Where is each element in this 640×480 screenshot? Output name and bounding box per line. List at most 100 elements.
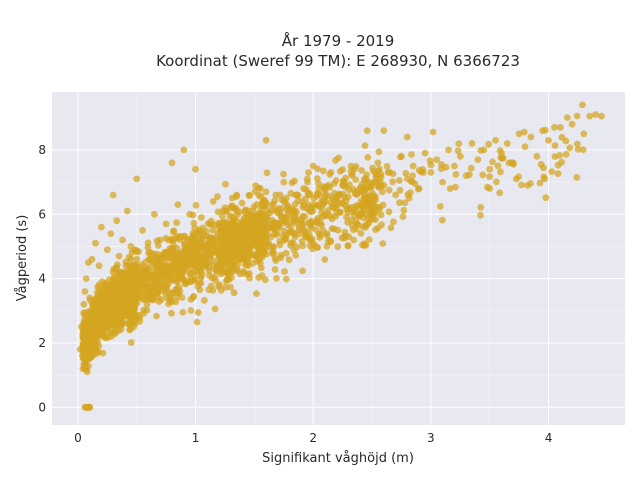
tick-labels: 0 1 2 3 4 0 2 4 6 8 xyxy=(38,143,552,445)
scatter-point xyxy=(119,236,126,244)
scatter-point xyxy=(574,146,582,153)
scatter-point xyxy=(153,312,160,320)
scatter-point xyxy=(79,352,86,360)
scatter-point xyxy=(227,262,235,270)
scatter-point xyxy=(280,178,288,186)
scatter-point xyxy=(213,262,221,270)
scatter-point xyxy=(262,214,270,221)
scatter-point xyxy=(390,218,397,226)
scatter-point xyxy=(287,222,294,230)
scatter-point xyxy=(170,236,178,244)
scatter-point xyxy=(125,284,133,292)
scatter-point xyxy=(262,188,270,196)
scatter-point xyxy=(172,255,180,262)
scatter-point xyxy=(439,178,446,186)
scatter-point xyxy=(496,189,504,197)
scatter-point xyxy=(324,237,332,245)
scatter-point xyxy=(203,239,211,247)
scatter-point xyxy=(131,282,139,290)
scatter-point xyxy=(120,280,128,288)
scatter-point xyxy=(81,288,89,295)
scatter-point xyxy=(262,136,270,144)
scatter-point xyxy=(368,179,376,187)
scatter-point xyxy=(83,317,91,324)
scatter-point xyxy=(313,244,321,251)
scatter-point xyxy=(214,193,221,201)
scatter-point xyxy=(231,257,239,265)
scatter-point xyxy=(230,214,238,222)
scatter-point xyxy=(139,226,147,234)
scatter-point xyxy=(288,179,296,187)
scatter-point xyxy=(268,223,276,231)
scatter-point xyxy=(152,264,159,271)
scatter-point xyxy=(127,255,135,263)
scatter-point xyxy=(109,294,117,301)
scatter-point xyxy=(350,236,357,244)
scatter-point xyxy=(437,203,444,210)
scatter-point xyxy=(101,279,109,287)
scatter-point xyxy=(333,194,341,202)
scatter-point xyxy=(368,206,376,214)
scatter-point xyxy=(108,333,115,340)
scatter-point xyxy=(339,181,346,189)
scatter-point xyxy=(352,176,360,184)
scatter-point xyxy=(215,283,222,290)
scatter-point xyxy=(392,191,399,199)
scatter-point xyxy=(489,158,496,166)
scatter-point xyxy=(192,268,200,276)
scatter-point xyxy=(158,296,166,303)
scatter-point xyxy=(344,193,352,201)
scatter-point xyxy=(86,294,94,302)
scatter-point xyxy=(354,220,361,228)
scatter-point xyxy=(115,252,123,260)
scatter-point xyxy=(154,270,161,278)
x-tick-label: 0 xyxy=(74,431,82,445)
scatter-point xyxy=(197,263,205,271)
scatter-point xyxy=(130,311,138,319)
scatter-point xyxy=(419,166,426,173)
scatter-point xyxy=(192,229,200,237)
scatter-point xyxy=(357,197,365,205)
scatter-point xyxy=(122,258,130,266)
scatter-point xyxy=(233,265,241,273)
scatter-point xyxy=(286,207,294,215)
scatter-point xyxy=(218,213,226,220)
scatter-point xyxy=(107,230,115,238)
scatter-point xyxy=(162,220,170,228)
scatter-point xyxy=(503,140,511,147)
scatter-point xyxy=(298,217,305,225)
scatter-point xyxy=(282,275,290,283)
scatter-point xyxy=(320,200,327,208)
scatter-point xyxy=(372,170,380,178)
scatter-point xyxy=(187,275,195,282)
scatter-point xyxy=(486,173,493,181)
scatter-point xyxy=(402,169,410,177)
scatter-point xyxy=(218,259,226,266)
scatter-point xyxy=(202,227,210,235)
scatter-point xyxy=(82,275,90,282)
scatter-point xyxy=(81,309,89,316)
scatter-point xyxy=(209,226,217,234)
scatter-point xyxy=(234,227,242,235)
scatter-point xyxy=(375,148,383,156)
scatter-point xyxy=(480,146,488,154)
scatter-point xyxy=(389,178,396,186)
scatter-point xyxy=(167,252,174,260)
scatter-point xyxy=(442,163,450,171)
scatter-point xyxy=(209,247,217,255)
scatter-point xyxy=(358,167,365,174)
scatter-point xyxy=(253,201,260,209)
scatter-point xyxy=(492,136,499,144)
scatter-point xyxy=(209,198,217,205)
scatter-point xyxy=(316,191,324,199)
scatter-point xyxy=(154,242,162,249)
scatter-point xyxy=(304,189,312,197)
scatter-point xyxy=(137,274,145,282)
scatter-point xyxy=(268,201,276,209)
scatter-point xyxy=(407,189,414,197)
scatter-point xyxy=(520,128,528,136)
scatter-point xyxy=(372,216,379,224)
scatter-point xyxy=(173,293,181,301)
scatter-point xyxy=(579,146,587,154)
